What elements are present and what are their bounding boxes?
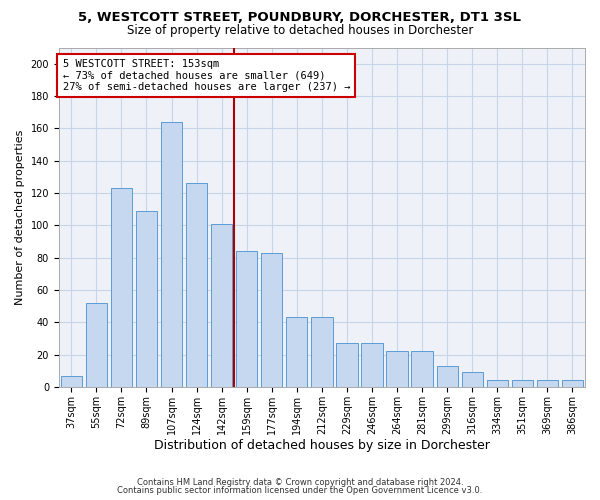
X-axis label: Distribution of detached houses by size in Dorchester: Distribution of detached houses by size … bbox=[154, 440, 490, 452]
Bar bbox=[236, 251, 257, 387]
Bar bbox=[437, 366, 458, 387]
Bar bbox=[86, 303, 107, 387]
Bar bbox=[261, 253, 283, 387]
Bar bbox=[211, 224, 232, 387]
Bar bbox=[487, 380, 508, 387]
Bar bbox=[311, 318, 332, 387]
Text: Size of property relative to detached houses in Dorchester: Size of property relative to detached ho… bbox=[127, 24, 473, 37]
Bar bbox=[562, 380, 583, 387]
Text: Contains public sector information licensed under the Open Government Licence v3: Contains public sector information licen… bbox=[118, 486, 482, 495]
Bar bbox=[186, 184, 207, 387]
Bar bbox=[361, 344, 383, 387]
Bar bbox=[136, 210, 157, 387]
Bar bbox=[286, 318, 307, 387]
Bar bbox=[412, 352, 433, 387]
Text: 5 WESTCOTT STREET: 153sqm
← 73% of detached houses are smaller (649)
27% of semi: 5 WESTCOTT STREET: 153sqm ← 73% of detac… bbox=[62, 59, 350, 92]
Bar bbox=[111, 188, 132, 387]
Bar bbox=[161, 122, 182, 387]
Text: 5, WESTCOTT STREET, POUNDBURY, DORCHESTER, DT1 3SL: 5, WESTCOTT STREET, POUNDBURY, DORCHESTE… bbox=[79, 11, 521, 24]
Bar bbox=[386, 352, 408, 387]
Text: Contains HM Land Registry data © Crown copyright and database right 2024.: Contains HM Land Registry data © Crown c… bbox=[137, 478, 463, 487]
Bar bbox=[461, 372, 483, 387]
Bar bbox=[512, 380, 533, 387]
Y-axis label: Number of detached properties: Number of detached properties bbox=[15, 130, 25, 305]
Bar bbox=[537, 380, 558, 387]
Bar bbox=[61, 376, 82, 387]
Bar bbox=[336, 344, 358, 387]
